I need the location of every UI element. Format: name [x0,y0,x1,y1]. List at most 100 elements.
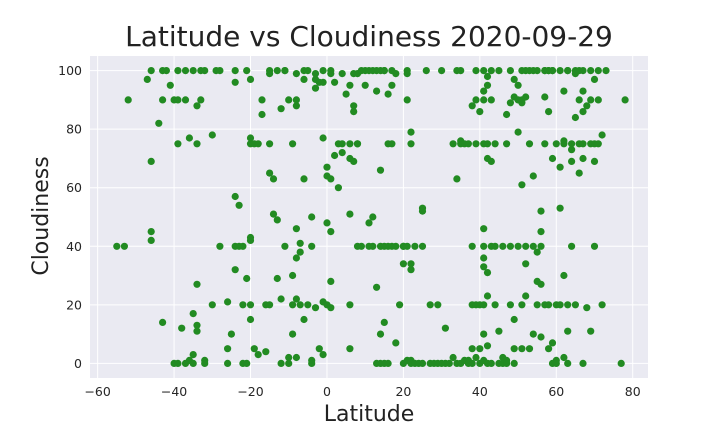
data-point [178,324,186,332]
data-point [449,140,457,148]
data-point [472,67,480,75]
data-point [346,345,354,353]
data-point [533,67,541,75]
data-point [480,263,488,271]
data-point [311,304,320,312]
data-point [483,140,492,148]
data-point [552,359,560,367]
data-point [468,102,476,110]
data-point [285,359,293,367]
data-point [124,96,132,104]
data-point [331,78,339,86]
data-point [300,315,308,324]
data-point [327,228,335,236]
data-point [602,67,610,75]
data-point [590,75,599,83]
y-axis-ticks: 0 20 40 60 80 100 [58,63,82,371]
data-point [308,213,316,221]
data-point [193,321,201,329]
data-point [457,67,465,75]
data-point [399,260,407,268]
x-tick-label: −60 [84,384,110,399]
chart-title: Latitude vs Cloudiness 2020-09-29 [125,20,613,53]
data-point [403,242,411,250]
data-point [579,87,587,95]
data-point [331,151,339,160]
data-point [583,102,591,110]
data-point [231,266,239,274]
data-point [231,67,239,75]
data-point [350,102,358,110]
data-point [147,67,155,75]
data-point [487,67,495,75]
data-point [537,207,545,215]
data-point [518,345,526,353]
data-point [327,175,335,183]
data-point [579,359,587,367]
data-point [449,353,457,362]
data-point [518,181,526,189]
data-point [174,359,182,367]
data-point [269,210,278,218]
data-point [277,105,285,113]
data-point [273,67,281,75]
data-point [480,254,488,262]
data-point [506,301,514,309]
data-point [189,67,197,75]
data-point [556,67,564,75]
data-point [174,67,182,75]
y-tick-label: 100 [58,63,82,78]
data-point [346,210,354,218]
data-point [491,301,499,309]
data-point [292,70,300,78]
data-point [304,301,312,309]
data-point [407,266,415,274]
data-point [258,96,266,104]
data-point [537,333,545,341]
data-point [289,271,297,280]
data-point [396,301,404,309]
data-point [529,242,537,250]
data-point [327,277,335,285]
data-point [545,345,553,353]
data-point [327,70,335,78]
data-point [269,175,278,183]
data-point [522,93,530,101]
data-point [522,242,530,250]
data-point [201,359,209,367]
data-point [564,359,572,367]
data-point [503,140,511,148]
data-point [560,87,568,95]
data-point [480,330,488,338]
data-point [491,242,499,250]
data-point [476,108,484,116]
data-point [304,67,312,75]
data-point [518,301,526,309]
data-point [392,242,400,250]
data-point [480,87,488,95]
data-point [426,301,434,309]
data-point [189,351,197,359]
data-point [369,213,377,221]
data-point [453,175,461,183]
data-point [193,280,201,288]
data-point [246,236,255,244]
data-point [231,192,239,201]
data-point [403,67,411,75]
data-point [216,242,224,250]
data-point [476,345,484,353]
data-point [361,81,369,89]
data-point [289,330,297,338]
data-point [537,228,545,236]
data-point [529,172,537,180]
data-point [353,140,362,148]
data-point [246,315,255,324]
data-point [376,330,385,338]
data-point [143,75,151,83]
data-point [147,157,155,165]
data-point [193,102,201,110]
data-point [525,345,534,353]
y-tick-label: 60 [66,180,82,195]
data-point [434,301,442,309]
